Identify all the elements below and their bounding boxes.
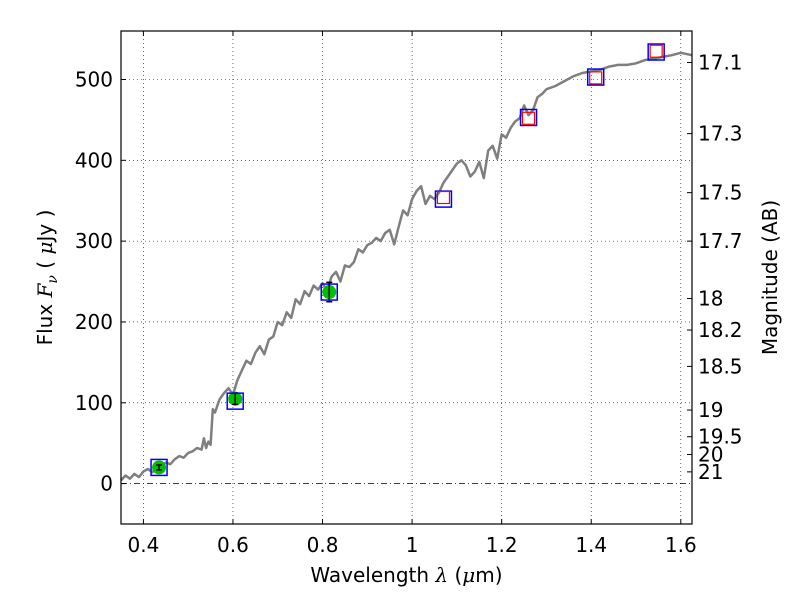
y2-tick-label: 20 [698,442,723,466]
plot-frame [120,30,693,525]
y2-tick-label: 17.3 [698,122,743,146]
y-tick-label: 400 [75,148,113,172]
ticks-layer: 0.4 0.6 0.8 1 1.2 1.4 1.6 0 100 200 300 400 500 17.1 1… [75,31,743,557]
x-axis-title: Wavelength λ (μm) [310,563,502,587]
model-flux-box [586,68,605,86]
y2-tick-label: 17.5 [698,181,743,205]
synthetic-flux-box [436,190,451,205]
y-tick-label: 200 [75,310,113,334]
y2-tick-label: 17.1 [698,51,743,75]
model-flux-box [226,392,244,410]
model-flux-box [150,458,168,477]
points-layer [152,281,337,475]
model-flux-box [647,43,665,61]
y2-tick-label: 19 [698,398,723,422]
x-tick-label: 1.6 [665,533,697,557]
x-tick-label: 1.4 [575,533,607,557]
spectrum-line [120,51,693,482]
y-tick-label: 100 [75,391,113,415]
y2-axis-title: Magnitude (AB) [758,200,782,355]
y-tick-label: 500 [75,67,113,91]
boxes-layer [150,43,665,477]
model-flux-box [320,283,338,301]
x-tick-label: 0.4 [127,533,159,557]
synthetic-flux-box [521,111,536,125]
y2-tick-label: 19.5 [698,425,743,449]
synthetic-flux-box [589,71,603,85]
grid-layer [121,31,692,524]
y-tick-label: 0 [100,472,113,496]
x-tick-label: 0.6 [217,533,249,557]
synthetic-flux-box [649,44,663,58]
y2-tick-label: 21 [698,460,723,484]
x-tick-label: 1.2 [486,533,518,557]
y2-tick-label: 18.2 [698,318,743,342]
y2-tick-label: 18.5 [698,354,743,378]
y-tick-label: 300 [75,229,113,253]
spectrum-layer [120,51,693,482]
y2-tick-label: 18 [698,287,723,311]
y-axis-title: Flux Fν ( μJy ) [33,210,61,346]
x-tick-label: 0.8 [307,533,339,557]
x-tick-label: 1 [406,533,419,557]
y2-tick-label: 17.7 [698,229,743,253]
model-flux-box [519,108,538,127]
